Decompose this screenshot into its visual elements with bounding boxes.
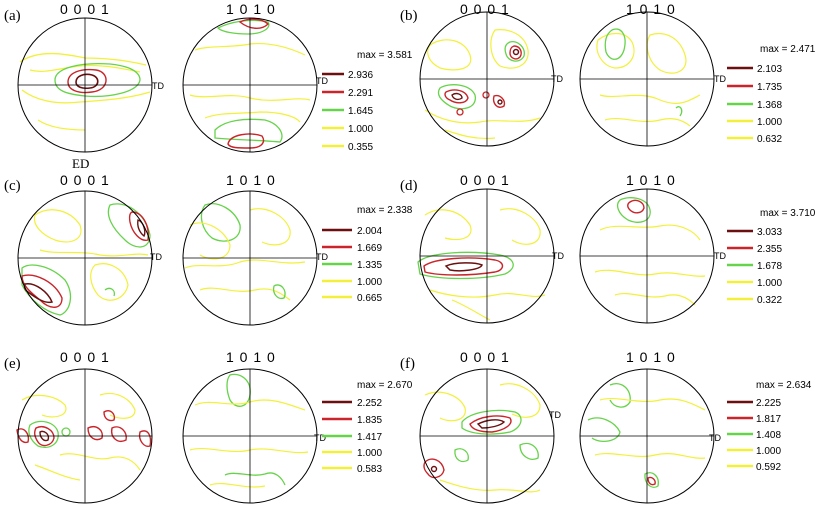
basal-pole-figure-d	[417, 188, 555, 324]
panel-label-f: (f)	[400, 356, 415, 372]
td-label: TD	[551, 74, 563, 84]
legend-level-d-1: 3.033	[757, 227, 782, 238]
prism-header-a: 1 0 1 0	[226, 1, 276, 17]
legend-level-c-5: 0.665	[357, 293, 382, 304]
legend-level-b-4: 1.000	[757, 117, 782, 128]
legend-level-e-3: 1.417	[357, 432, 382, 443]
legend-level-a-4: 1.000	[348, 124, 373, 135]
legend-level-a-3: 1.645	[348, 106, 373, 117]
td-label: TD	[150, 252, 162, 262]
legend-level-c-2: 1.669	[357, 243, 382, 254]
td-label: TD	[714, 74, 726, 84]
basal-header-a: 0 0 0 1	[60, 1, 110, 17]
legend-level-b-1: 2.103	[757, 64, 782, 75]
legend-level-d-5: 0.322	[757, 295, 782, 306]
legend-level-e-4: 1.000	[357, 448, 382, 459]
legend-level-c-3: 1.335	[357, 260, 382, 271]
basal-header-f: 0 0 0 1	[460, 349, 510, 365]
legend-c: max = 2.338 2.004 1.669 1.335 1.000 0.66…	[322, 205, 413, 304]
basal-pole-figure-b	[419, 11, 555, 147]
legend-level-d-4: 1.000	[757, 278, 782, 289]
basal-header-e: 0 0 0 1	[60, 349, 110, 365]
basal-pole-figure-f	[419, 368, 555, 504]
prism-pole-figure-d	[579, 188, 715, 324]
legend-level-c-1: 2.004	[357, 226, 382, 237]
legend-max-e: max = 2.670	[357, 380, 413, 391]
legend-level-a-1: 2.936	[348, 70, 373, 81]
legend-a: max = 3.581 2.936 2.291 1.645 1.000 0.35…	[322, 50, 413, 153]
prism-pole-figure-e	[182, 368, 318, 504]
legend-level-f-3: 1.408	[756, 430, 781, 441]
legend-level-b-3: 1.368	[757, 100, 782, 111]
legend-level-f-5: 0.592	[756, 462, 781, 473]
legend-level-a-5: 0.355	[348, 142, 373, 153]
legend-max-c: max = 2.338	[357, 205, 413, 216]
prism-header-e: 1 0 1 0	[226, 349, 276, 365]
legend-level-d-2: 2.355	[757, 244, 782, 255]
td-label: TD	[152, 81, 164, 91]
prism-pole-figure-f	[579, 368, 715, 504]
legend-level-d-3: 1.678	[757, 261, 782, 272]
prism-header-b: 1 0 1 0	[626, 1, 676, 17]
legend-max-a: max = 3.581	[357, 50, 413, 61]
panel-label-b: (b)	[400, 8, 418, 24]
basal-header-d: 0 0 0 1	[460, 172, 510, 188]
legend-e: max = 2.670 2.252 1.835 1.417 1.000 0.58…	[322, 380, 413, 475]
legend-max-d: max = 3.710	[760, 208, 816, 219]
basal-pole-figure-e	[16, 368, 153, 504]
legend-level-b-2: 1.735	[757, 82, 782, 93]
panel-label-e: (e)	[4, 356, 21, 372]
td-label: TD	[552, 251, 564, 261]
legend-level-f-1: 2.225	[756, 398, 781, 409]
legend-level-b-5: 0.632	[757, 134, 782, 145]
panel-label-c: (c)	[4, 178, 21, 194]
panel-f: (f) 0 0 0 1 1 0 1 0 TD	[400, 349, 812, 504]
td-label: TD	[714, 251, 726, 261]
td-label: TD	[316, 252, 328, 262]
legend-level-f-4: 1.000	[756, 446, 781, 457]
td-label: TD	[316, 76, 328, 86]
legend-f: max = 2.634 2.225 1.817 1.408 1.000 0.59…	[727, 380, 812, 473]
td-label: TD	[549, 410, 561, 420]
prism-header-c: 1 0 1 0	[226, 172, 276, 188]
legend-level-a-2: 2.291	[348, 88, 373, 99]
legend-max-f: max = 2.634	[756, 380, 812, 391]
legend-level-c-4: 1.000	[357, 277, 382, 288]
panel-d: (d) 0 0 0 1 1 0 1 0 TD TD m	[400, 172, 816, 324]
legend-level-f-2: 1.817	[756, 414, 781, 425]
panel-c: (c) 0 0 0 1 1 0 1 0 TD	[4, 172, 413, 326]
panel-e: (e) 0 0 0 1 1 0 1 0	[4, 349, 413, 504]
prism-pole-figure-b	[579, 11, 715, 147]
panel-a: (a) 0 0 0 1 1 0 1 0 TD ED	[4, 1, 413, 171]
legend-d: max = 3.710 3.033 2.355 1.678 1.000 0.32…	[727, 208, 816, 306]
legend-b: max = 2.471 2.103 1.735 1.368 1.000 0.63…	[727, 44, 816, 145]
panel-label-a: (a)	[4, 8, 21, 24]
panel-label-d: (d)	[400, 178, 418, 194]
td-label: TD	[709, 433, 721, 443]
basal-pole-figure-a	[17, 17, 153, 153]
prism-pole-figure-a	[182, 17, 318, 153]
basal-pole-figure-c	[17, 190, 153, 326]
ed-label: ED	[72, 156, 89, 171]
legend-level-e-1: 2.252	[357, 398, 382, 409]
prism-header-f: 1 0 1 0	[626, 349, 676, 365]
basal-header-c: 0 0 0 1	[60, 172, 110, 188]
legend-level-e-5: 0.583	[357, 464, 382, 475]
td-label: TD	[314, 433, 326, 443]
legend-max-b: max = 2.471	[760, 44, 816, 55]
legend-level-e-2: 1.835	[357, 415, 382, 426]
panel-b: (b) 0 0 0 1 1 0 1 0 TD	[400, 1, 816, 147]
prism-pole-figure-c	[182, 190, 318, 326]
prism-header-d: 1 0 1 0	[626, 172, 676, 188]
